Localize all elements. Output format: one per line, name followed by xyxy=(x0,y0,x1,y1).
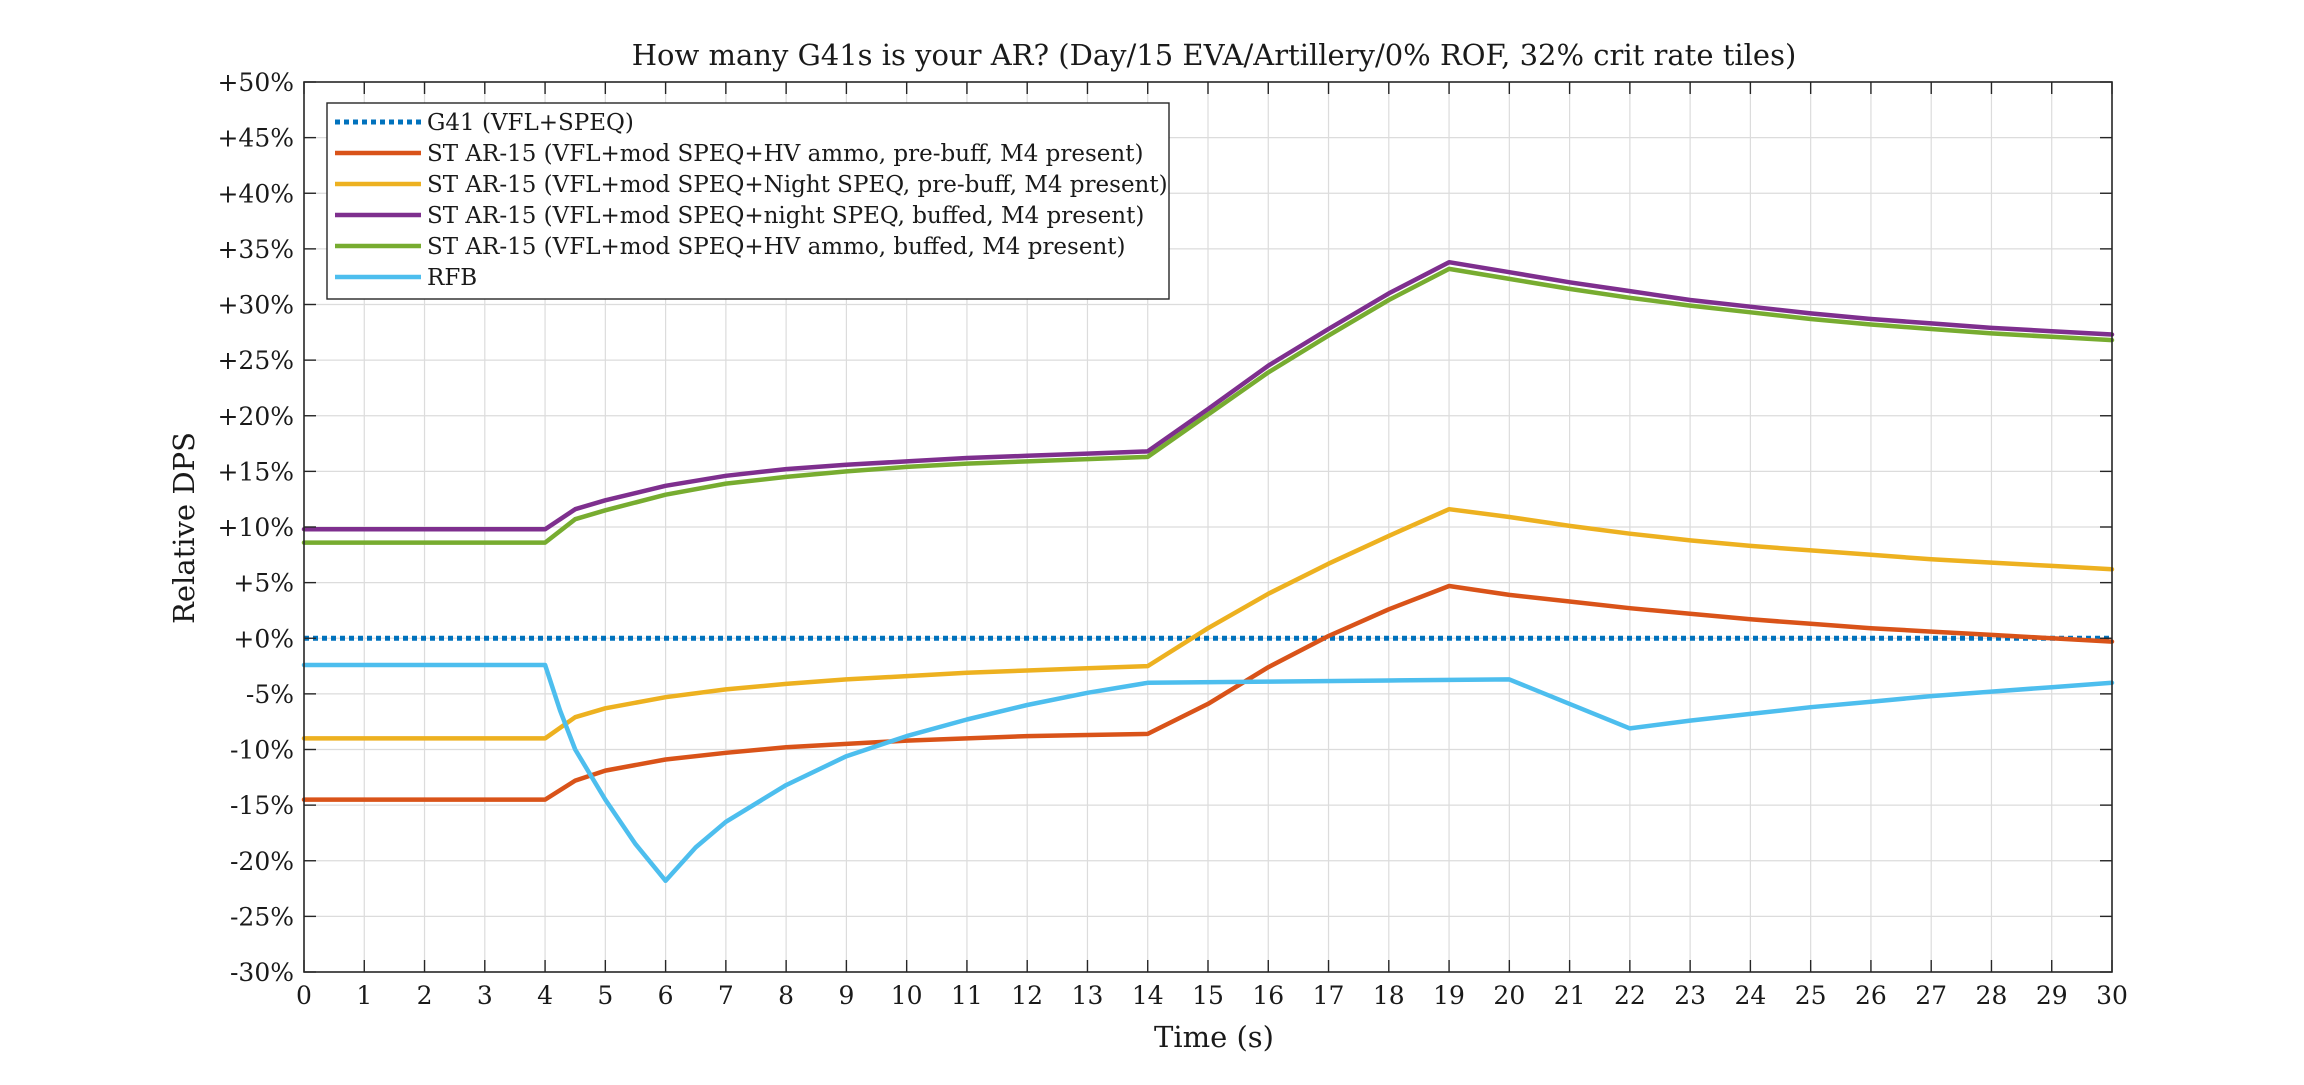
series-line-6 xyxy=(301,662,2115,884)
series-line-3 xyxy=(301,506,2115,741)
x-tick-label: 30 xyxy=(2096,981,2128,1010)
y-tick-label: +40% xyxy=(217,179,294,208)
x-tick-label: 17 xyxy=(1313,981,1345,1010)
x-tick-label: 5 xyxy=(597,981,613,1010)
legend: G41 (VFL+SPEQ) ST AR-15 (VFL+mod SPEQ+HV … xyxy=(326,102,1170,300)
series-line-5 xyxy=(301,266,2115,545)
x-tick-label: 28 xyxy=(1976,981,2008,1010)
legend-label-4: ST AR-15 (VFL+mod SPEQ+night SPEQ, buffe… xyxy=(427,203,1144,229)
x-tick-label: 26 xyxy=(1855,981,1887,1010)
x-tick-label: 20 xyxy=(1493,981,1525,1010)
x-tick-label: 10 xyxy=(891,981,923,1010)
legend-label-6: RFB xyxy=(427,265,477,291)
x-tick-label: 14 xyxy=(1132,981,1164,1010)
x-tick-label: 27 xyxy=(1915,981,1947,1010)
y-tick-label: -10% xyxy=(230,736,294,765)
x-tick-label: 11 xyxy=(951,981,983,1010)
y-tick-label: +0% xyxy=(233,624,294,653)
y-tick-label: +10% xyxy=(217,513,294,542)
axes: 0 1 2 3 4 5 6 7 8 9 10 11 12 13 14 15 16 17 18 19 20 21 22 23 24… xyxy=(217,68,2127,1010)
y-tick-label: -30% xyxy=(230,958,294,987)
x-tick-label: 13 xyxy=(1072,981,1104,1010)
x-tick-label: 25 xyxy=(1795,981,1827,1010)
legend-label-2: ST AR-15 (VFL+mod SPEQ+HV ammo, pre-buff… xyxy=(427,141,1143,167)
x-tick-label: 24 xyxy=(1734,981,1766,1010)
y-tick-label: +45% xyxy=(217,124,294,153)
legend-label-3: ST AR-15 (VFL+mod SPEQ+Night SPEQ, pre-b… xyxy=(427,172,1168,198)
x-tick-label: 29 xyxy=(2036,981,2068,1010)
y-tick-label: +20% xyxy=(217,402,294,431)
series-line-2 xyxy=(301,583,2115,802)
x-tick-label: 18 xyxy=(1373,981,1405,1010)
x-tick-label: 1 xyxy=(356,981,372,1010)
series-line-4 xyxy=(301,259,2115,532)
x-tick-label: 3 xyxy=(477,981,493,1010)
legend-box xyxy=(326,102,1170,300)
x-tick-label: 22 xyxy=(1614,981,1646,1010)
y-tick-label: +30% xyxy=(217,291,294,320)
y-tick-label: +5% xyxy=(233,569,294,598)
y-tick-label: -5% xyxy=(246,680,294,709)
y-tick-label: -25% xyxy=(230,902,294,931)
chart-title: How many G41s is your AR? (Day/15 EVA/Ar… xyxy=(632,38,1797,72)
x-tick-label: 15 xyxy=(1192,981,1224,1010)
x-tick-label: 7 xyxy=(718,981,734,1010)
x-tick-label: 8 xyxy=(778,981,794,1010)
x-tick-label: 23 xyxy=(1674,981,1706,1010)
x-tick-label: 16 xyxy=(1252,981,1284,1010)
y-tick-label: +15% xyxy=(217,457,294,486)
plot-series xyxy=(301,259,2115,884)
x-tick-label: 0 xyxy=(296,981,312,1010)
legend-label-5: ST AR-15 (VFL+mod SPEQ+HV ammo, buffed, … xyxy=(427,234,1126,260)
x-tick-label: 21 xyxy=(1554,981,1586,1010)
x-tick-label: 19 xyxy=(1433,981,1465,1010)
x-tick-label: 2 xyxy=(417,981,433,1010)
x-tick-label: 6 xyxy=(658,981,674,1010)
legend-label-1: G41 (VFL+SPEQ) xyxy=(427,110,634,136)
y-tick-label: -15% xyxy=(230,791,294,820)
x-tick-label: 9 xyxy=(838,981,854,1010)
y-axis-title: Relative DPS xyxy=(167,432,201,624)
y-tick-label: +35% xyxy=(217,235,294,264)
x-axis-title: Time (s) xyxy=(1154,1020,1274,1054)
y-tick-label: +50% xyxy=(217,68,294,97)
x-tick-label: 12 xyxy=(1011,981,1043,1010)
y-tick-label: +25% xyxy=(217,346,294,375)
x-tick-label: 4 xyxy=(537,981,553,1010)
y-tick-label: -20% xyxy=(230,847,294,876)
